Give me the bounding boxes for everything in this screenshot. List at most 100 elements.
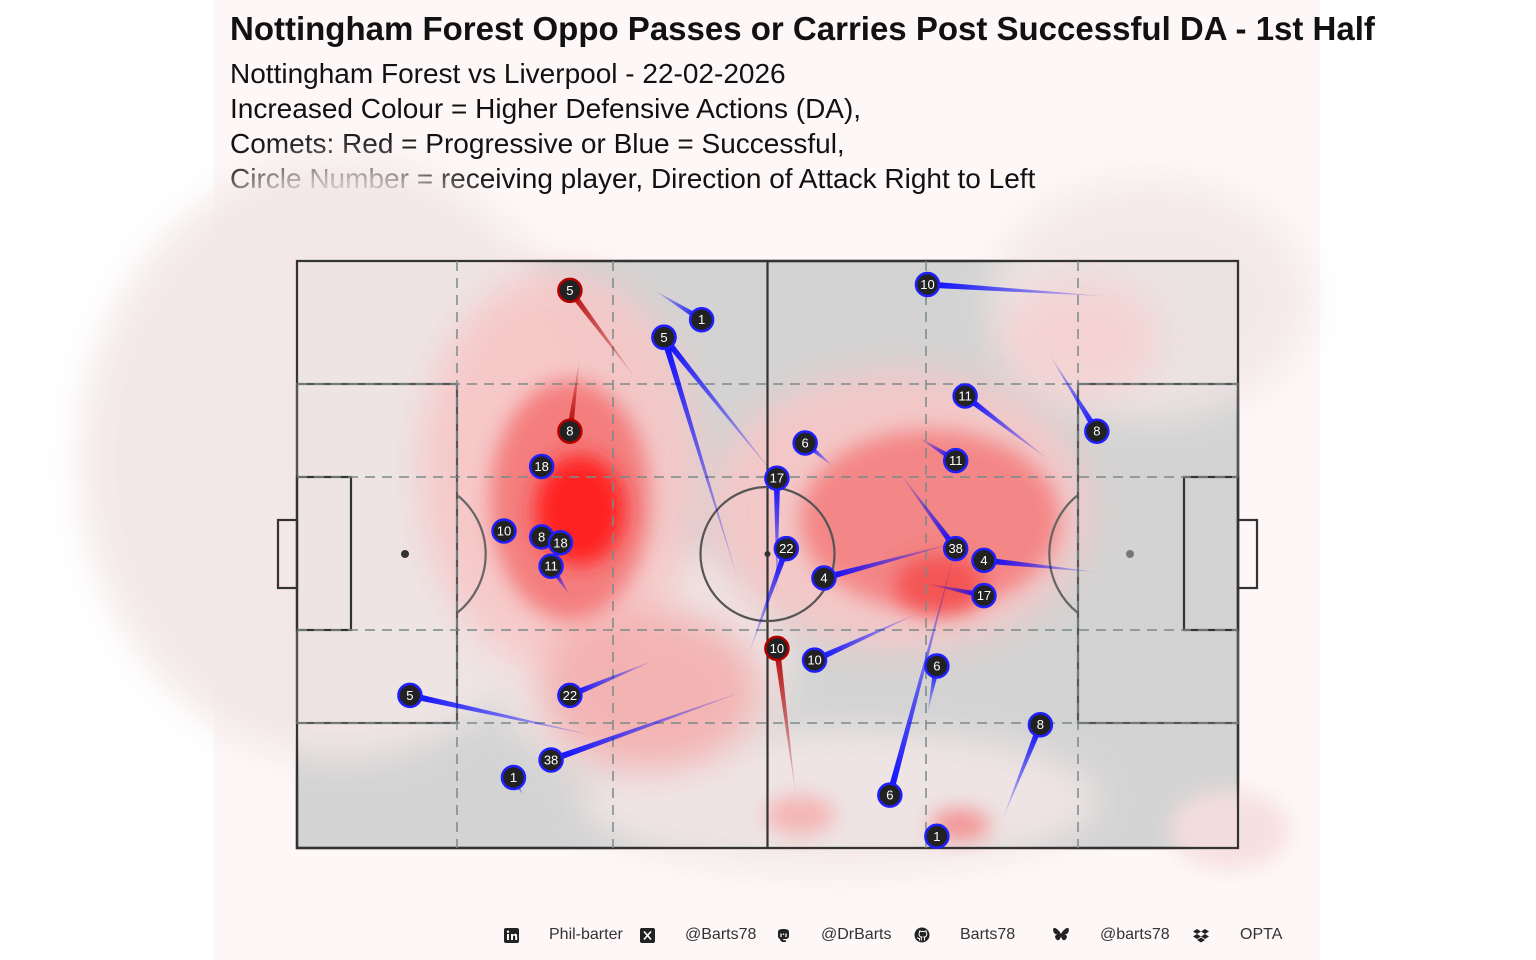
comet-successful bbox=[660, 336, 740, 584]
receiver-number-label: 38 bbox=[948, 541, 962, 556]
receiver-number-label: 11 bbox=[949, 453, 963, 468]
mastodon-handle[interactable]: @DrBarts bbox=[821, 926, 892, 943]
receiver-number-label: 38 bbox=[544, 752, 558, 767]
receiver-marker bbox=[1084, 418, 1110, 444]
receiver-marker bbox=[538, 553, 564, 579]
receiver-marker bbox=[557, 418, 583, 444]
mastodon-icon[interactable] bbox=[774, 926, 792, 944]
receiver-marker bbox=[651, 324, 677, 351]
receiver-marker bbox=[538, 747, 564, 773]
receiver-number-label: 10 bbox=[497, 524, 511, 539]
receiver-number-label: 5 bbox=[406, 688, 413, 703]
receiver-marker bbox=[924, 653, 950, 679]
receiver-number-label: 1 bbox=[933, 829, 940, 844]
comet-successful bbox=[886, 548, 956, 796]
data-source: OPTA bbox=[1240, 926, 1283, 943]
receiver-marker bbox=[557, 277, 583, 304]
receiver-marker bbox=[397, 682, 423, 709]
density-blob bbox=[1170, 790, 1290, 870]
receiver-marker bbox=[952, 383, 978, 409]
receiver-marker-layer: 5810111518108181122538110811116172243841… bbox=[397, 271, 1110, 850]
receiver-marker bbox=[801, 647, 828, 673]
receiver-number-label: 6 bbox=[933, 659, 940, 674]
receiver-marker bbox=[914, 271, 941, 298]
receiver-number-label: 6 bbox=[802, 435, 809, 450]
receiver-number-label: 5 bbox=[660, 330, 667, 345]
receiver-number-label: 18 bbox=[534, 459, 548, 474]
receiver-number-label: 22 bbox=[563, 688, 577, 703]
receiver-marker bbox=[942, 535, 969, 562]
receiver-number-label: 10 bbox=[807, 653, 821, 668]
left-penalty-spot bbox=[401, 550, 409, 558]
receiver-number-label: 8 bbox=[1093, 424, 1100, 439]
centre-spot bbox=[764, 551, 771, 557]
linkedin-handle[interactable]: Phil-barter bbox=[549, 926, 623, 943]
comet-successful bbox=[813, 613, 919, 664]
subtitle-line: Increased Colour = Higher Defensive Acti… bbox=[230, 93, 862, 124]
receiver-marker bbox=[547, 530, 574, 556]
comet-successful bbox=[1049, 354, 1100, 433]
comet-progressive bbox=[773, 648, 796, 796]
centre-circle bbox=[699, 485, 836, 623]
receiver-marker bbox=[557, 682, 583, 709]
receiver-marker bbox=[773, 535, 800, 562]
dropbox-icon bbox=[1192, 926, 1210, 944]
comet-successful bbox=[927, 281, 1107, 297]
density-blob bbox=[1000, 280, 1160, 400]
bluesky-icon[interactable] bbox=[1052, 926, 1070, 944]
comet-successful bbox=[773, 478, 781, 596]
receiver-number-label: 10 bbox=[920, 277, 934, 292]
receiver-marker bbox=[971, 582, 997, 609]
receiver-marker bbox=[764, 465, 790, 491]
comet-layer bbox=[409, 281, 1107, 837]
bluesky-handle[interactable]: @barts78 bbox=[1100, 926, 1170, 943]
receiver-number-label: 6 bbox=[886, 788, 893, 803]
receiver-marker bbox=[924, 823, 950, 850]
receiver-number-label: 17 bbox=[977, 588, 991, 603]
receiver-marker bbox=[491, 518, 517, 544]
density-blob bbox=[540, 610, 760, 770]
receiver-marker bbox=[528, 453, 555, 480]
receiver-number-label: 22 bbox=[779, 541, 793, 556]
comet-progressive bbox=[567, 288, 636, 379]
receiver-number-label: 11 bbox=[958, 389, 972, 404]
density-blob bbox=[765, 795, 835, 835]
receiver-marker bbox=[877, 782, 903, 808]
receiver-marker bbox=[792, 430, 818, 456]
comet-successful bbox=[983, 557, 1097, 573]
comet-successful bbox=[823, 542, 956, 582]
left-goal bbox=[276, 518, 299, 590]
receiver-marker bbox=[688, 306, 715, 333]
github-icon[interactable] bbox=[913, 926, 931, 944]
receiver-marker bbox=[942, 447, 969, 474]
density-blob bbox=[895, 555, 985, 615]
comet-successful bbox=[963, 393, 1050, 461]
right-goal bbox=[1236, 518, 1259, 590]
receiver-marker bbox=[971, 547, 997, 574]
linkedin-icon[interactable] bbox=[502, 926, 520, 944]
right-penalty-arc bbox=[1048, 494, 1079, 614]
footer: Phil-barter @Barts78 @DrBarts Barts78 @b… bbox=[0, 924, 1536, 948]
x-icon[interactable] bbox=[638, 926, 656, 944]
right-penalty-spot bbox=[1126, 550, 1134, 558]
receiver-number-label: 4 bbox=[980, 553, 987, 568]
left-penalty-arc bbox=[456, 494, 487, 614]
receiver-number-label: 8 bbox=[538, 529, 545, 544]
receiver-marker bbox=[1027, 711, 1054, 738]
chart-title: Nottingham Forest Oppo Passes or Carries… bbox=[230, 10, 1375, 47]
comet-successful bbox=[661, 335, 777, 479]
pitch-markings bbox=[276, 259, 1259, 850]
receiver-number-label: 5 bbox=[566, 283, 573, 298]
comet-successful bbox=[409, 692, 599, 737]
comet-successful bbox=[568, 660, 655, 699]
receiver-number-label: 17 bbox=[770, 471, 784, 486]
receiver-number-label: 4 bbox=[820, 570, 827, 585]
github-handle[interactable]: Barts78 bbox=[960, 926, 1016, 943]
comet-progressive bbox=[566, 360, 580, 432]
x-handle[interactable]: @Barts78 bbox=[685, 926, 757, 943]
comet-successful bbox=[748, 547, 790, 655]
receiver-number-label: 18 bbox=[553, 535, 567, 550]
receiver-marker bbox=[500, 764, 527, 791]
receiver-number-label: 1 bbox=[698, 312, 705, 327]
receiver-number-label: 11 bbox=[544, 559, 558, 574]
